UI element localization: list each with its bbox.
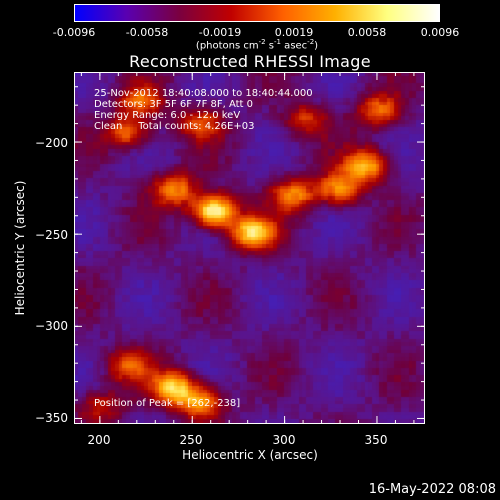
footer-date: 16-May-2022 08:08 xyxy=(369,482,496,497)
x-tick-label: 350 xyxy=(365,433,388,447)
y-tick-label: −200 xyxy=(35,136,68,150)
x-tick-label: 300 xyxy=(273,433,296,447)
y-tick-label: −300 xyxy=(35,319,68,333)
x-axis-label: Heliocentric X (arcsec) xyxy=(182,448,318,462)
x-tick-label: 200 xyxy=(88,433,111,447)
x-tick-label: 250 xyxy=(180,433,203,447)
y-axis-label: Heliocentric Y (arcsec) xyxy=(13,181,27,316)
y-tick-label: −250 xyxy=(35,228,68,242)
y-tick-label: −350 xyxy=(35,411,68,425)
